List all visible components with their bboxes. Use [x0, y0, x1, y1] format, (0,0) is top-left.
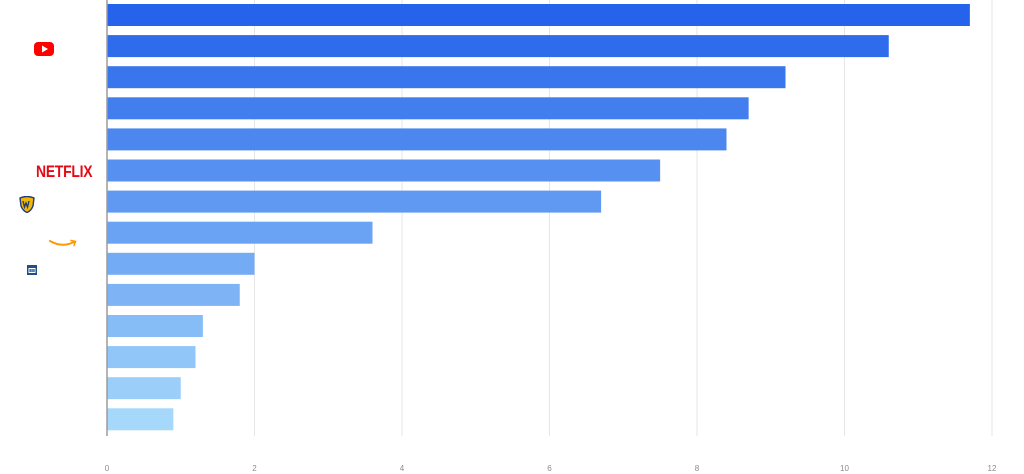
bar [107, 315, 203, 337]
bar [107, 97, 749, 120]
bar [107, 190, 602, 213]
x-tick-label: 2 [252, 464, 257, 473]
bar [107, 35, 889, 58]
bar [107, 377, 181, 400]
bar [107, 346, 196, 369]
bar [107, 252, 255, 275]
blue-box-logo-icon [27, 262, 37, 280]
amazon-smile-icon [48, 236, 78, 254]
bar [107, 66, 786, 89]
bar [107, 283, 240, 306]
grid-lines [254, 0, 993, 436]
x-tick-label: 12 [988, 464, 997, 473]
bar [107, 128, 727, 151]
x-tick-label: 8 [695, 464, 700, 473]
x-tick-label: 10 [840, 464, 849, 473]
bar [107, 221, 373, 244]
x-tick-label: 4 [400, 464, 405, 473]
warner-bros-shield-icon [19, 195, 35, 218]
bar [107, 159, 661, 182]
x-tick-label: 6 [547, 464, 552, 473]
x-tick-labels: 0 2 4 6 8 10 12 [105, 464, 997, 473]
netflix-logo: NETFLIX [36, 162, 93, 181]
bars-group [107, 4, 970, 431]
x-tick-label: 0 [105, 464, 110, 473]
bar [107, 408, 174, 431]
bar [107, 4, 970, 26]
youtube-logo-icon [34, 42, 54, 61]
